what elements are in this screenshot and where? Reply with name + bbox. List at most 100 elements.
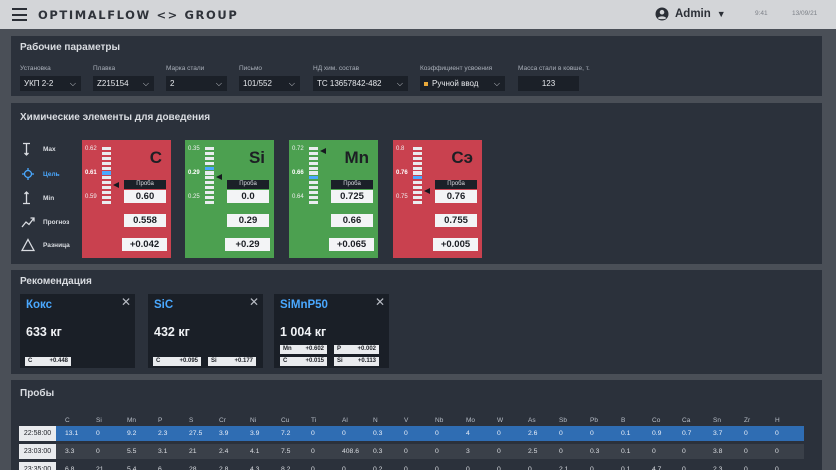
legend-min: Min: [21, 191, 54, 205]
table-cell: 0.3: [373, 448, 383, 455]
recommendation-card[interactable]: SiMnP50 ✕ 1 004 кг Mn +0.602 P +0.002 C +0.015 Si…: [274, 294, 389, 368]
chip-element: C: [156, 358, 161, 364]
column-header: Sb: [559, 417, 567, 424]
param-field: НД хим. состав ТС 13657842-482 ⌵: [313, 65, 408, 91]
column-header: Cu: [281, 417, 290, 424]
param-label: Коэффициент усвоения: [420, 65, 493, 72]
table-row[interactable]: 23:35:00 6.8 21 5.4 6 28 2.8 4.3 8.2 0 0 0.2 0 0 0 0 0 2.…: [19, 462, 804, 470]
scale-tick: [102, 156, 111, 160]
column-header: Si: [96, 417, 102, 424]
param-field: Установка УКП 2-2 ⌵: [20, 65, 81, 91]
table-cell: 0: [497, 448, 501, 455]
element-delta-chip: Mn +0.602: [280, 345, 327, 354]
top-bar: OPTIMALFLOW <> GROUP Admin ▼ 9:41 13/09/…: [0, 0, 836, 29]
param-select[interactable]: 101/552 ⌵: [239, 76, 300, 91]
param-label: Масса стали в ковше, т.: [518, 65, 590, 72]
element-delta-chip: C +0.015: [280, 357, 327, 366]
menu-icon[interactable]: [12, 8, 27, 21]
table-cell: 6: [158, 466, 162, 470]
user-name: Admin: [675, 8, 711, 20]
table-cell: 0: [96, 448, 100, 455]
table-cell: 0: [652, 448, 656, 455]
close-icon[interactable]: ✕: [120, 295, 131, 309]
table-cell: 0: [559, 448, 563, 455]
target-value: 0.61: [85, 170, 97, 176]
table-cell: 0.1: [621, 430, 631, 437]
scale-tick: [309, 176, 318, 180]
max-value: 0.35: [188, 146, 200, 152]
chem-panel: Химические элементы для доведения Max Це…: [11, 103, 822, 264]
table-cell: 0: [744, 430, 748, 437]
column-header: As: [528, 417, 536, 424]
difference-value: +0.042: [122, 238, 167, 251]
recommendation-card[interactable]: SiC ✕ 432 кг C +0.095 Si +0.177: [148, 294, 263, 368]
table-cell: 0: [590, 430, 594, 437]
element-delta-chip: C +0.095: [153, 357, 201, 366]
probe-pointer-icon: [424, 188, 430, 194]
table-cell: 0: [528, 466, 532, 470]
param-select[interactable]: Z215154 ⌵: [93, 76, 154, 91]
column-header: P: [158, 417, 163, 424]
forecast-value: 0.29: [227, 214, 269, 227]
difference-value: +0.005: [433, 238, 478, 251]
table-cell: 0: [466, 466, 470, 470]
param-input[interactable]: 123: [518, 76, 579, 91]
forecast-value: 0.66: [331, 214, 373, 227]
scale-tick: [413, 181, 422, 185]
table-cell: 0: [497, 466, 501, 470]
param-select[interactable]: 2 ⌵: [166, 76, 227, 91]
probes-panel: Пробы C Si Mn P S Cr Ni Cu Ti Al N V Nb Mo W As Sb Pb B Co C…: [11, 380, 822, 470]
close-icon[interactable]: ✕: [374, 295, 385, 309]
table-cell: 0: [435, 430, 439, 437]
column-header: Nb: [435, 417, 444, 424]
target-value: 0.29: [188, 170, 200, 176]
table-cell: 0: [559, 430, 563, 437]
probes-title: Пробы: [20, 388, 55, 399]
table-row[interactable]: 23:03:00 3.3 0 5.5 3.1 21 2.4 4.1 7.5 0 408.6 0.3 0 0…: [19, 444, 804, 459]
target-value: 0.66: [292, 170, 304, 176]
param-select[interactable]: ТС 13657842-482 ⌵: [313, 76, 408, 91]
chip-delta: +0.113: [357, 358, 376, 364]
column-header: N: [373, 417, 378, 424]
table-cell: 0: [590, 466, 594, 470]
chip-delta: +0.448: [49, 358, 68, 364]
scale-tick: [309, 156, 318, 160]
probe-value: 0.0: [227, 190, 269, 203]
table-cell: 3.9: [219, 430, 229, 437]
scale-tick: [413, 200, 422, 204]
table-cell: 2.8: [219, 466, 229, 470]
additive-amount: 1 004 кг: [280, 325, 327, 339]
table-cell: 9.2: [127, 430, 137, 437]
recommendation-card[interactable]: Кокс ✕ 633 кг C +0.448: [20, 294, 135, 368]
table-cell: 0: [775, 430, 779, 437]
probe-value: 0.76: [435, 190, 477, 203]
scale-tick: [205, 186, 214, 190]
table-cell: 0: [311, 430, 315, 437]
param-value: ТС 13657842-482: [317, 79, 382, 88]
delta-icon: [21, 238, 35, 252]
param-value: 101/552: [243, 79, 272, 88]
table-cell: 3.1: [158, 448, 168, 455]
table-cell: 2.3: [158, 430, 168, 437]
param-select[interactable]: УКП 2-2 ⌵: [20, 76, 81, 91]
table-cell: 0: [775, 466, 779, 470]
forecast-value: 0.558: [124, 214, 166, 227]
table-cell: 0: [682, 448, 686, 455]
scale-tick: [102, 176, 111, 180]
table-row[interactable]: 22:58:00 13.1 0 9.2 2.3 27.5 3.9 3.9 7.2 0 0 0.3 0 0 4…: [19, 426, 804, 441]
close-icon[interactable]: ✕: [248, 295, 259, 309]
param-select[interactable]: Ручной ввод ⌵: [420, 76, 505, 91]
probe-time: 23:35:00: [19, 462, 56, 470]
min-icon: [23, 191, 30, 205]
scale-tick: [102, 166, 111, 170]
target-value: 0.76: [396, 170, 408, 176]
column-header: Ti: [311, 417, 317, 424]
scale-tick: [413, 186, 422, 190]
element-symbol: Si: [248, 148, 265, 167]
user-menu[interactable]: Admin ▼: [655, 7, 726, 21]
column-header: Al: [342, 417, 348, 424]
scale-tick: [413, 156, 422, 160]
chevron-down-icon: ⌵: [69, 79, 76, 88]
table-cell: 6.8: [65, 466, 75, 470]
forecast-value: 0.755: [435, 214, 477, 227]
